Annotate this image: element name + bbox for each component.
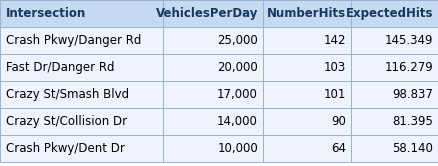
Text: Crazy St/Smash Blvd: Crazy St/Smash Blvd bbox=[6, 88, 129, 101]
Text: 58.140: 58.140 bbox=[392, 142, 433, 155]
Text: NumberHits: NumberHits bbox=[267, 7, 346, 20]
Text: 10,000: 10,000 bbox=[217, 142, 258, 155]
Text: Crash Pkwy/Dent Dr: Crash Pkwy/Dent Dr bbox=[6, 142, 125, 155]
Bar bbox=[351, 108, 438, 135]
Bar bbox=[163, 0, 263, 27]
Text: 64: 64 bbox=[331, 142, 346, 155]
Text: ExpectedHits: ExpectedHits bbox=[346, 7, 433, 20]
Bar bbox=[351, 27, 438, 54]
Bar bbox=[263, 108, 351, 135]
Bar bbox=[0, 135, 163, 162]
Text: 25,000: 25,000 bbox=[217, 34, 258, 47]
Bar bbox=[263, 0, 351, 27]
Bar bbox=[351, 81, 438, 108]
Text: Crazy St/Collision Dr: Crazy St/Collision Dr bbox=[6, 115, 127, 128]
Text: Fast Dr/Danger Rd: Fast Dr/Danger Rd bbox=[6, 61, 114, 74]
Text: 116.279: 116.279 bbox=[384, 61, 433, 74]
Text: Crash Pkwy/Danger Rd: Crash Pkwy/Danger Rd bbox=[6, 34, 141, 47]
Bar bbox=[163, 81, 263, 108]
Bar bbox=[263, 27, 351, 54]
Bar bbox=[163, 54, 263, 81]
Bar bbox=[351, 0, 438, 27]
Bar bbox=[263, 135, 351, 162]
Bar bbox=[0, 81, 163, 108]
Text: VehiclesPerDay: VehiclesPerDay bbox=[155, 7, 258, 20]
Bar bbox=[163, 27, 263, 54]
Bar bbox=[351, 135, 438, 162]
Text: 142: 142 bbox=[324, 34, 346, 47]
Text: 17,000: 17,000 bbox=[217, 88, 258, 101]
Bar bbox=[0, 0, 163, 27]
Bar bbox=[351, 54, 438, 81]
Text: 90: 90 bbox=[331, 115, 346, 128]
Bar bbox=[0, 27, 163, 54]
Text: 103: 103 bbox=[324, 61, 346, 74]
Text: 81.395: 81.395 bbox=[392, 115, 433, 128]
Bar bbox=[163, 135, 263, 162]
Bar bbox=[263, 81, 351, 108]
Bar bbox=[0, 54, 163, 81]
Text: 145.349: 145.349 bbox=[385, 34, 433, 47]
Text: 98.837: 98.837 bbox=[392, 88, 433, 101]
Text: 101: 101 bbox=[324, 88, 346, 101]
Bar bbox=[163, 108, 263, 135]
Text: 20,000: 20,000 bbox=[217, 61, 258, 74]
Bar bbox=[263, 54, 351, 81]
Bar bbox=[0, 108, 163, 135]
Text: Intersection: Intersection bbox=[6, 7, 86, 20]
Text: 14,000: 14,000 bbox=[217, 115, 258, 128]
